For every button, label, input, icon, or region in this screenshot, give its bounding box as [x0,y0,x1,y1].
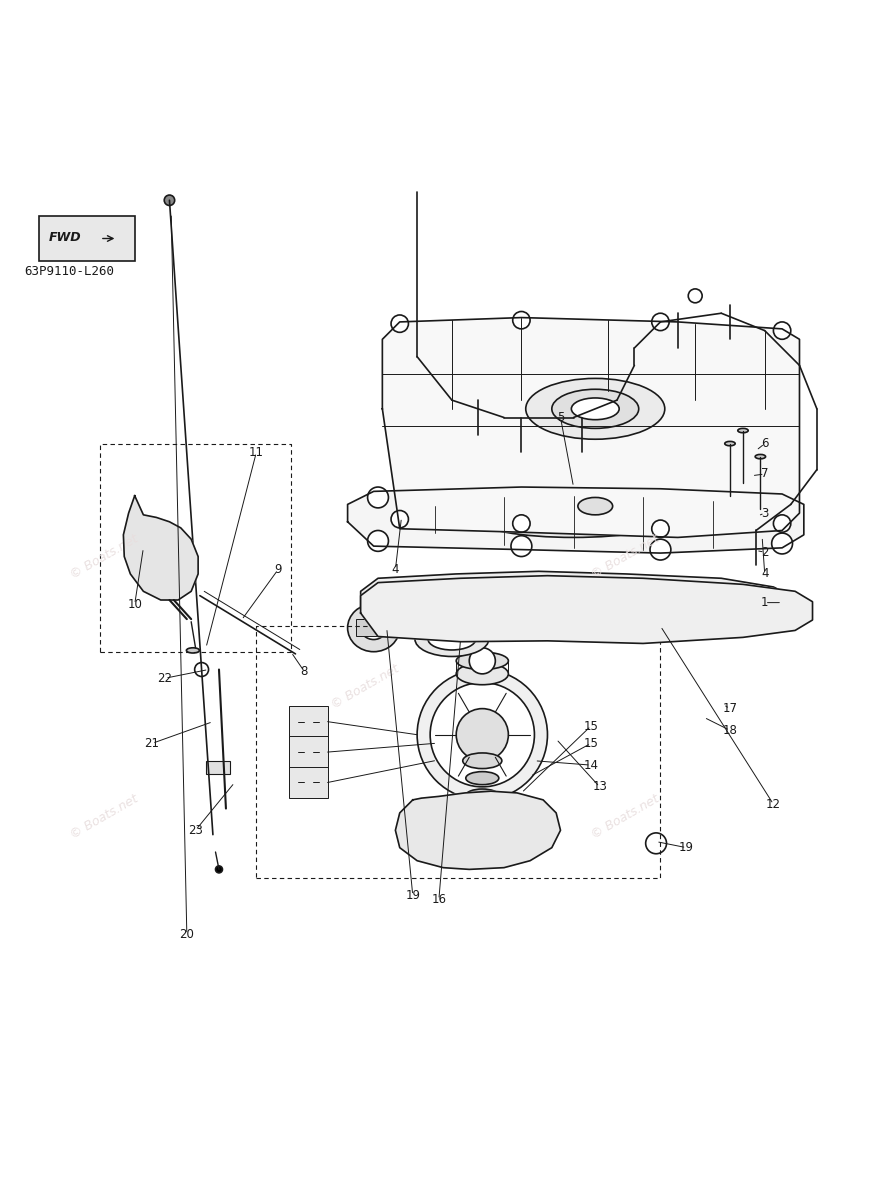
Text: © Boats.net: © Boats.net [589,792,662,842]
Circle shape [784,349,798,364]
Circle shape [652,313,669,331]
Text: 14: 14 [583,758,599,772]
Text: © Boats.net: © Boats.net [328,662,401,712]
Circle shape [164,196,175,205]
Ellipse shape [466,790,499,802]
Bar [206,761,230,774]
Ellipse shape [456,664,508,685]
Circle shape [511,535,532,557]
Circle shape [469,648,495,674]
Polygon shape [361,571,791,636]
Circle shape [195,662,209,677]
Circle shape [652,520,669,538]
Circle shape [485,364,506,384]
Ellipse shape [456,652,508,670]
Ellipse shape [572,398,620,420]
Text: 63P9110-L260: 63P9110-L260 [24,265,115,278]
Polygon shape [382,318,799,538]
Ellipse shape [478,503,669,538]
Ellipse shape [561,599,621,618]
Circle shape [428,332,441,347]
Text: 12: 12 [766,798,781,811]
Circle shape [619,332,633,347]
Text: © Boats.net: © Boats.net [68,532,141,581]
Text: 19: 19 [679,841,694,854]
Text: © Boats.net: © Boats.net [589,532,662,581]
Circle shape [520,364,541,384]
Ellipse shape [466,772,499,785]
Ellipse shape [186,648,200,653]
Ellipse shape [738,428,748,433]
Text: 10: 10 [127,598,143,611]
Ellipse shape [526,378,665,439]
Circle shape [646,833,667,853]
Text: 1: 1 [761,596,768,610]
Circle shape [368,530,388,551]
Circle shape [216,866,222,872]
Text: 13: 13 [592,780,607,793]
Text: 9: 9 [275,563,282,576]
Bar [356,619,391,636]
Text: 23: 23 [188,823,203,836]
Text: 4: 4 [392,563,399,576]
Polygon shape [361,576,813,643]
Circle shape [450,364,471,384]
Text: 8: 8 [301,665,308,678]
Circle shape [368,487,388,508]
Text: 18: 18 [722,724,738,737]
Circle shape [417,670,547,800]
Text: 17: 17 [722,702,738,715]
Circle shape [513,515,530,533]
Text: 15: 15 [583,720,599,732]
Ellipse shape [462,752,502,768]
Text: 5: 5 [557,412,564,424]
Circle shape [554,364,575,384]
Circle shape [772,533,793,554]
Text: FWD: FWD [49,232,82,244]
Text: 15: 15 [583,737,599,750]
Text: 16: 16 [431,893,447,906]
Circle shape [511,481,532,502]
Ellipse shape [428,629,476,650]
Polygon shape [348,487,804,553]
Circle shape [472,838,493,858]
Ellipse shape [513,509,634,530]
Ellipse shape [348,604,400,652]
Ellipse shape [415,622,488,656]
Text: 11: 11 [249,445,264,458]
Text: 4: 4 [761,568,768,581]
Text: 7: 7 [761,468,768,480]
Ellipse shape [539,592,643,625]
Circle shape [650,539,671,560]
Text: 20: 20 [179,928,195,941]
Text: 6: 6 [761,437,768,450]
Text: 19: 19 [405,889,421,902]
Ellipse shape [755,455,766,458]
Text: © Boats.net: © Boats.net [68,792,141,842]
Ellipse shape [725,442,735,445]
Circle shape [456,709,508,761]
Ellipse shape [361,616,387,640]
Circle shape [772,491,793,511]
Circle shape [650,484,671,504]
Circle shape [391,510,408,528]
Circle shape [430,683,534,787]
Bar [289,767,328,798]
Ellipse shape [578,498,613,515]
Bar [289,737,328,768]
FancyBboxPatch shape [39,216,135,262]
Bar [289,706,328,737]
Circle shape [391,314,408,332]
Text: 3: 3 [761,506,768,520]
Circle shape [513,312,530,329]
Polygon shape [123,496,198,600]
Circle shape [688,289,702,302]
Ellipse shape [552,389,639,428]
Text: 22: 22 [157,672,173,685]
Circle shape [773,515,791,533]
Polygon shape [395,791,561,869]
Text: 21: 21 [144,737,160,750]
Text: 2: 2 [761,546,768,559]
Circle shape [773,322,791,340]
